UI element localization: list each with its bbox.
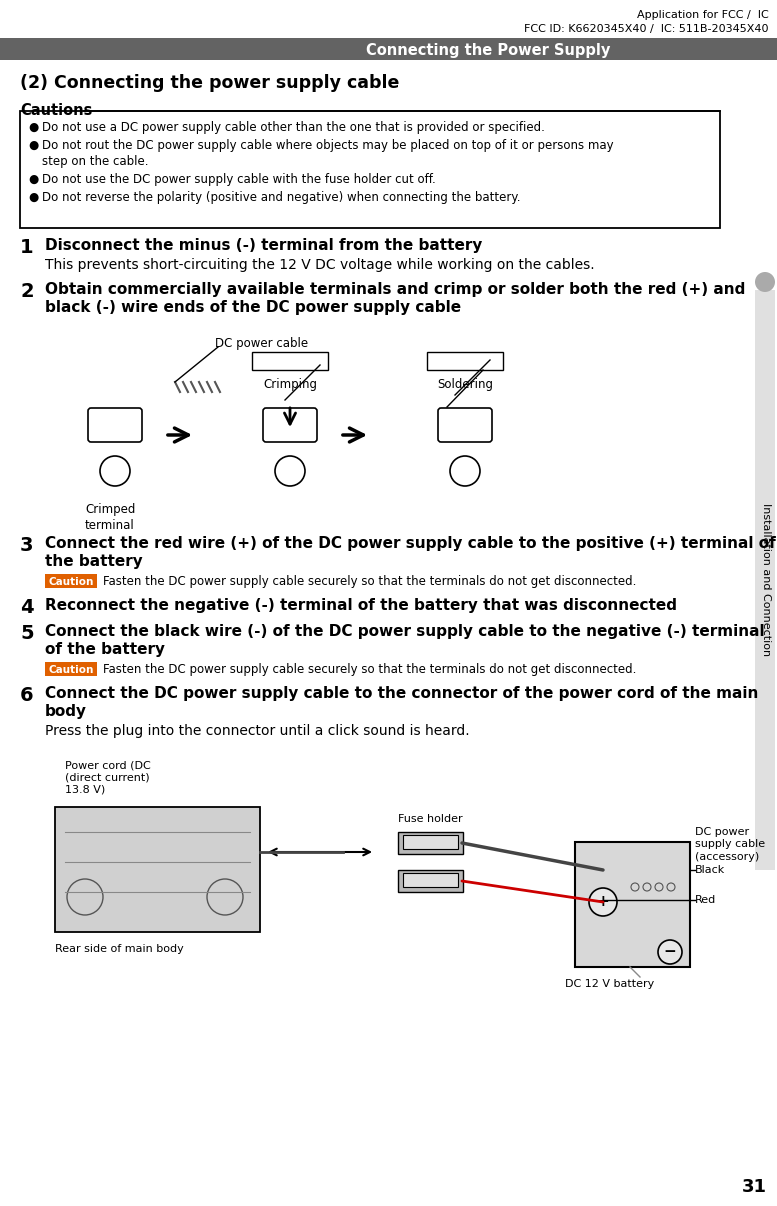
Text: Black: Black (695, 865, 725, 876)
Text: Power cord (DC
(direct current)
13.8 V): Power cord (DC (direct current) 13.8 V) (65, 760, 151, 795)
Bar (755, 289, 775, 870)
Circle shape (755, 273, 775, 292)
Text: Connect the DC power supply cable to the connector of the power cord of the main: Connect the DC power supply cable to the… (45, 686, 758, 701)
Text: Installation and Connection: Installation and Connection (761, 503, 771, 656)
Text: ●: ● (28, 121, 38, 134)
Text: −: − (664, 944, 676, 960)
Circle shape (658, 939, 682, 964)
Text: Fuse holder: Fuse holder (398, 814, 462, 824)
Text: Application for FCC /  IC: Application for FCC / IC (637, 10, 769, 21)
Bar (20, 111, 720, 228)
Text: Soldering: Soldering (437, 377, 493, 391)
Text: 1: 1 (20, 238, 33, 257)
Bar (398, 832, 463, 854)
Text: DC 12 V battery: DC 12 V battery (565, 979, 654, 989)
Text: of the battery: of the battery (45, 642, 165, 657)
Text: 5: 5 (20, 624, 33, 643)
Text: Connecting the Power Supply: Connecting the Power Supply (366, 42, 611, 58)
Text: Disconnect the minus (-) terminal from the battery: Disconnect the minus (-) terminal from t… (45, 238, 483, 253)
Bar (55, 807, 260, 932)
Bar (427, 352, 503, 370)
Text: Caution: Caution (48, 576, 94, 587)
Text: This prevents short-circuiting the 12 V DC voltage while working on the cables.: This prevents short-circuiting the 12 V … (45, 258, 594, 273)
Text: Crimped
terminal: Crimped terminal (85, 503, 135, 532)
Bar (0, 39, 777, 60)
Bar (403, 835, 458, 849)
Bar (45, 662, 97, 677)
Text: ●: ● (28, 139, 38, 152)
Text: Do not rout the DC power supply cable where objects may be placed on top of it o: Do not rout the DC power supply cable wh… (42, 139, 614, 152)
Text: DC power cable: DC power cable (215, 336, 308, 350)
Text: Connect the red wire (+) of the DC power supply cable to the positive (+) termin: Connect the red wire (+) of the DC power… (45, 535, 775, 551)
Text: 3: 3 (20, 535, 33, 555)
Text: Press the plug into the connector until a click sound is heard.: Press the plug into the connector until … (45, 724, 469, 738)
Text: Rear side of main body: Rear side of main body (55, 944, 183, 954)
Text: Cautions: Cautions (20, 103, 92, 118)
Text: DC power
supply cable
(accessory): DC power supply cable (accessory) (695, 827, 765, 862)
Text: step on the cable.: step on the cable. (42, 156, 148, 168)
Text: black (-) wire ends of the DC power supply cable: black (-) wire ends of the DC power supp… (45, 300, 461, 315)
Text: Reconnect the negative (-) terminal of the battery that was disconnected: Reconnect the negative (-) terminal of t… (45, 598, 677, 613)
Bar (398, 870, 463, 892)
Bar (252, 352, 328, 370)
Text: Connect the black wire (-) of the DC power supply cable to the negative (-) term: Connect the black wire (-) of the DC pow… (45, 624, 765, 639)
Text: 6: 6 (20, 686, 33, 706)
Text: 31: 31 (742, 1178, 767, 1196)
Text: ●: ● (28, 191, 38, 204)
Text: Crimping: Crimping (263, 377, 317, 391)
Circle shape (589, 888, 617, 917)
Text: ●: ● (28, 172, 38, 186)
Bar (403, 873, 458, 886)
Bar (45, 574, 97, 589)
Text: Fasten the DC power supply cable securely so that the terminals do not get disco: Fasten the DC power supply cable securel… (103, 663, 636, 677)
Bar (575, 842, 690, 967)
Text: (2) Connecting the power supply cable: (2) Connecting the power supply cable (20, 74, 399, 92)
Text: +: + (597, 895, 609, 909)
Text: 2: 2 (20, 282, 33, 302)
Text: the battery: the battery (45, 554, 143, 569)
Text: FCC ID: K6620345X40 /  IC: 511B-20345X40: FCC ID: K6620345X40 / IC: 511B-20345X40 (524, 24, 769, 34)
Text: body: body (45, 704, 87, 719)
Text: Red: Red (695, 895, 716, 904)
Text: Do not use the DC power supply cable with the fuse holder cut off.: Do not use the DC power supply cable wit… (42, 172, 436, 186)
Text: Fasten the DC power supply cable securely so that the terminals do not get disco: Fasten the DC power supply cable securel… (103, 575, 636, 589)
Text: 4: 4 (20, 598, 33, 617)
Text: Do not use a DC power supply cable other than the one that is provided or specif: Do not use a DC power supply cable other… (42, 121, 545, 134)
Text: Obtain commercially available terminals and crimp or solder both the red (+) and: Obtain commercially available terminals … (45, 282, 745, 297)
Text: Do not reverse the polarity (positive and negative) when connecting the battery.: Do not reverse the polarity (positive an… (42, 191, 521, 204)
Text: Caution: Caution (48, 665, 94, 675)
